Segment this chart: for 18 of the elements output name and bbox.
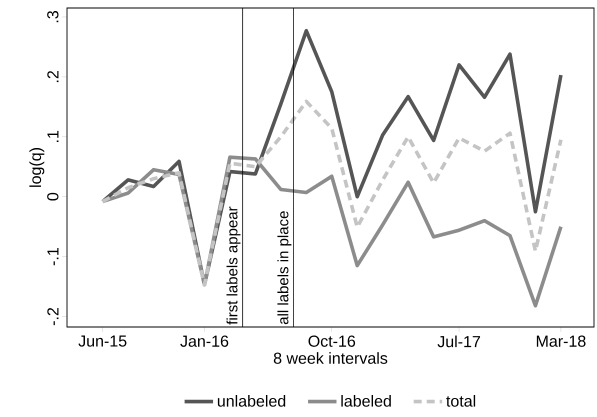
annotation: all labels in place [277, 211, 292, 324]
legend-label: labeled [341, 394, 391, 407]
y-tick-label: .2 [47, 71, 58, 82]
legend-label: unlabeled [218, 394, 286, 407]
legend-label: total [446, 394, 476, 407]
y-axis-title: log(q) [29, 148, 44, 187]
x-tick-label: Jan-16 [180, 336, 228, 347]
x-tick-label: Jul-17 [438, 336, 480, 348]
y-tick-label: -.1 [47, 248, 58, 266]
annotation: first labels appear [226, 206, 240, 325]
x-tick-label: Oct-16 [308, 336, 356, 347]
y-tick-label: 0 [47, 192, 58, 201]
x-tick-label: Jun-15 [78, 336, 126, 347]
x-axis-title: 8 week intervals [274, 352, 388, 364]
x-tick-label: Mar-18 [536, 336, 586, 347]
y-tick-label: .3 [47, 11, 58, 22]
y-tick-label: .1 [47, 130, 58, 142]
y-tick-label: -.2 [47, 308, 58, 326]
